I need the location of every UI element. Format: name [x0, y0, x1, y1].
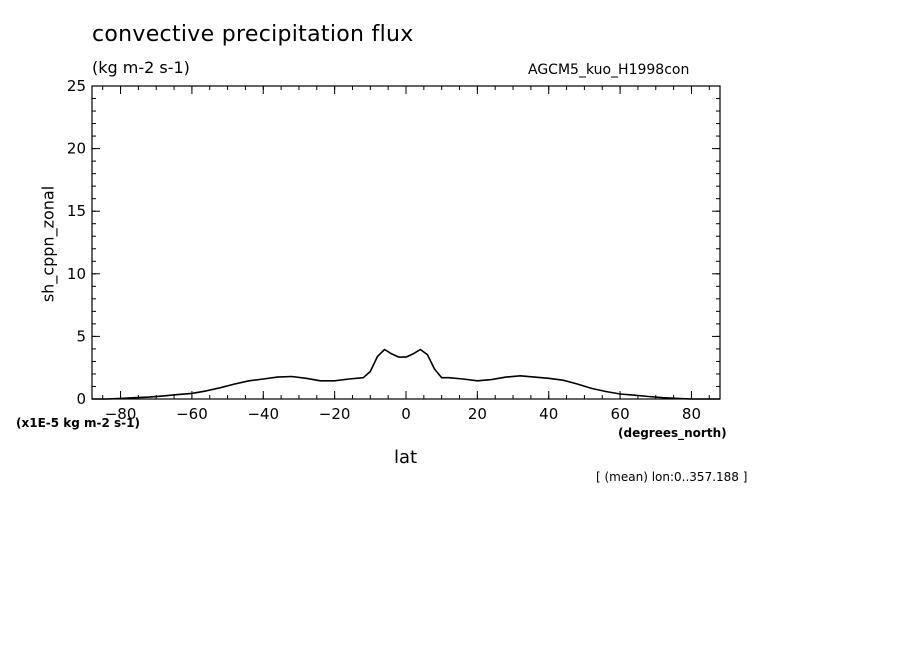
y-tick-label: 0	[76, 390, 86, 408]
y-tick-label: 5	[76, 327, 86, 345]
series-line	[92, 348, 720, 400]
y-scale-note: (x1E-5 kg m-2 s-1)	[16, 416, 140, 430]
x-tick-label: −80	[105, 405, 137, 423]
x-tick-label: 60	[611, 405, 630, 423]
x-tick-label: 20	[468, 405, 487, 423]
y-tick-label: 10	[67, 265, 86, 283]
y-tick-label: 25	[67, 77, 86, 95]
x-tick-label: 40	[539, 405, 558, 423]
x-axis-label: lat	[394, 447, 418, 468]
chart-title: convective precipitation flux	[92, 22, 414, 47]
x-axis-units: (degrees_north)	[618, 426, 727, 440]
y-tick-label: 15	[67, 202, 86, 220]
y-tick-label: 20	[67, 140, 86, 158]
y-axis-label: sh_cppn_zonal	[38, 185, 58, 303]
chart-subtitle: (kg m-2 s-1)	[92, 58, 190, 77]
axis-tick-labels: −80 −60 −40 −20 0 20 40 60 80 0 5 10 15 20 25	[67, 77, 701, 423]
run-label: AGCM5_kuo_H1998con	[528, 62, 690, 78]
x-tick-label: 80	[682, 405, 701, 423]
x-tick-label: −60	[176, 405, 208, 423]
x-tick-label: −40	[247, 405, 279, 423]
axis-ticks	[92, 85, 720, 400]
x-tick-label: −20	[319, 405, 351, 423]
x-tick-label: 0	[401, 405, 411, 423]
averaging-note: [ (mean) lon:0..357.188 ]	[596, 470, 748, 484]
plot-frame	[91, 85, 721, 400]
